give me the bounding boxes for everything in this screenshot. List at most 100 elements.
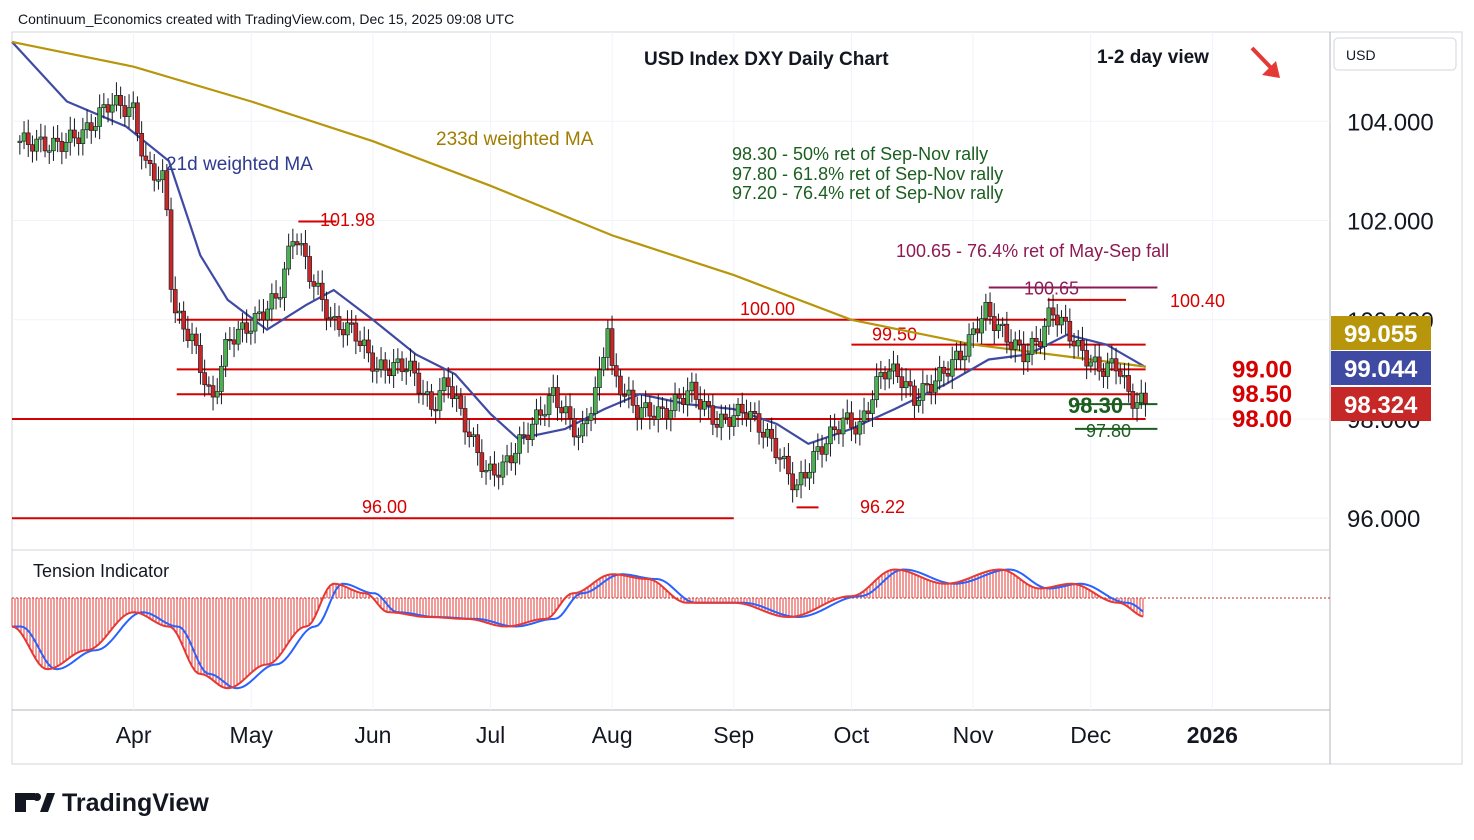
candle-body — [878, 372, 884, 377]
candle-body — [93, 126, 98, 131]
level-label: 99.00 — [1232, 356, 1292, 383]
candle-body — [227, 339, 233, 342]
candle-body — [46, 150, 52, 153]
currency-box[interactable] — [1333, 37, 1457, 71]
candle-body — [529, 423, 535, 440]
candle-body — [198, 345, 203, 373]
candle-body — [555, 387, 560, 408]
brand-text: TradingView — [62, 789, 209, 817]
candle-body — [311, 281, 317, 287]
candle-body — [67, 129, 73, 143]
candle-body — [172, 289, 178, 314]
candle-body — [954, 350, 959, 360]
candle-body — [550, 387, 556, 396]
level-label: 99.50 — [872, 325, 917, 345]
candle-body — [408, 360, 413, 371]
candle-body — [235, 328, 241, 345]
candle-body — [861, 410, 867, 422]
candle-body — [361, 339, 367, 346]
candle-body — [1067, 320, 1073, 342]
candle-body — [370, 352, 375, 372]
candle-body — [693, 381, 699, 400]
candle-body — [681, 397, 686, 405]
candle-body — [307, 256, 312, 282]
candle-body — [991, 316, 997, 331]
candle-body — [240, 322, 245, 330]
candle-body — [819, 446, 825, 455]
tension-title: Tension Indicator — [33, 561, 169, 581]
candle-body — [265, 308, 270, 321]
candle-body — [718, 413, 724, 428]
candle-body — [332, 316, 338, 319]
candle-body — [135, 102, 140, 134]
candle-body — [130, 102, 136, 108]
candle-body — [1138, 392, 1144, 403]
candle-body — [924, 383, 930, 386]
candle-body — [139, 133, 144, 157]
candle-body — [517, 434, 522, 454]
note-50pct: 98.30 - 50% ret of Sep-Nov rally — [732, 144, 988, 164]
candle-body — [76, 137, 81, 144]
candle-body — [1088, 361, 1094, 367]
price-badge-label: 99.055 — [1344, 321, 1417, 348]
candle-body — [156, 179, 161, 182]
candle-body — [567, 406, 573, 419]
candle-body — [508, 455, 514, 464]
level-label: 97.80 — [1086, 421, 1131, 441]
candle-body — [340, 329, 346, 336]
candle-body — [807, 471, 812, 479]
candle-body — [395, 358, 401, 363]
candle-body — [210, 385, 216, 398]
candle-body — [433, 409, 438, 412]
candle-body — [731, 415, 737, 427]
candle-body — [294, 241, 300, 246]
candle-body — [1092, 356, 1098, 363]
candle-body — [303, 243, 308, 257]
tension-line — [11, 568, 1144, 690]
candle-body — [928, 384, 934, 393]
candle-body — [576, 435, 581, 438]
candle-body — [420, 392, 426, 396]
candle-body — [399, 358, 405, 372]
candle-body — [798, 472, 804, 486]
candle-body — [177, 310, 182, 314]
x-tick-label: Apr — [116, 722, 152, 748]
candle-body — [42, 136, 48, 152]
candle-body — [450, 386, 455, 399]
candle-body — [538, 409, 543, 416]
candle-body — [353, 322, 359, 342]
candle-body — [874, 376, 879, 401]
level-label: 98.30 — [1068, 393, 1123, 418]
candle-body — [1117, 370, 1123, 377]
price-badge-label: 98.324 — [1344, 392, 1418, 419]
note-may-sep: 100.65 - 76.4% ret of May-Sep fall — [896, 241, 1169, 261]
candle-body — [298, 243, 304, 246]
candle-body — [962, 355, 968, 361]
candle-body — [143, 155, 149, 161]
candle-body — [181, 310, 186, 330]
tradingview-logo-icon — [15, 793, 55, 812]
candle-body — [1122, 375, 1127, 378]
candle-body — [105, 104, 111, 113]
y-tick-label: 96.000 — [1347, 506, 1420, 533]
candle-body — [714, 424, 720, 428]
candle-body — [345, 322, 350, 336]
price-badges: 99.055 99.044 98.324 — [1331, 316, 1431, 421]
candle-body — [723, 413, 728, 418]
candle-body — [416, 372, 422, 394]
candle-body — [382, 359, 388, 371]
candle-body — [895, 363, 900, 378]
chart-title: USD Index DXY Daily Chart — [644, 49, 889, 70]
candle-body — [643, 402, 648, 409]
candle-body — [1071, 340, 1077, 347]
candle-body — [664, 408, 669, 419]
x-tick-label: Dec — [1070, 722, 1111, 748]
candle-body — [441, 377, 447, 391]
candle-body — [315, 282, 321, 287]
ma21-line — [11, 41, 1147, 446]
candle-body — [571, 418, 577, 438]
price-badge — [1331, 351, 1431, 385]
candle-body — [504, 455, 510, 463]
candle-body — [710, 405, 716, 425]
